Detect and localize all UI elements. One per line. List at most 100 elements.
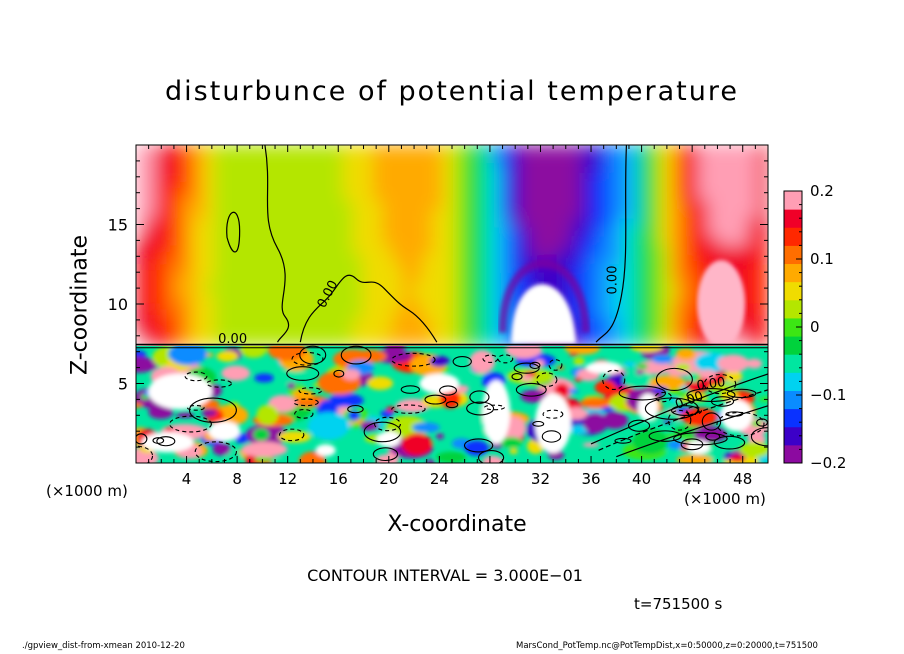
field-cell xyxy=(175,226,186,237)
field-cell xyxy=(688,335,700,346)
field-cell xyxy=(352,262,364,273)
field-cell xyxy=(471,208,483,219)
field-cell xyxy=(184,271,196,283)
saturated-zone xyxy=(208,421,241,442)
field-cell xyxy=(204,226,216,237)
field-cell xyxy=(451,244,463,255)
field-cell xyxy=(382,235,394,246)
field-cell xyxy=(234,208,246,219)
field-cell xyxy=(481,281,492,292)
field-cell xyxy=(678,217,690,228)
field-cell xyxy=(668,299,680,310)
field-cell xyxy=(708,153,720,164)
contour-line xyxy=(595,145,628,343)
field-cell xyxy=(461,180,473,192)
field-cell xyxy=(668,262,680,273)
field-cell xyxy=(293,317,305,328)
field-cell xyxy=(550,145,562,155)
field-cell xyxy=(382,335,394,346)
field-cell xyxy=(313,299,325,310)
field-cell xyxy=(649,226,660,237)
field-cell xyxy=(372,290,384,301)
field-cell xyxy=(352,153,364,164)
field-cell xyxy=(254,253,265,264)
field-cell xyxy=(412,171,423,182)
field-cell xyxy=(136,145,147,155)
x-axis-label: X-coordinate xyxy=(387,512,527,537)
contour-line xyxy=(373,416,401,432)
field-cell xyxy=(323,199,334,210)
field-cell xyxy=(540,162,552,173)
field-cell xyxy=(165,299,176,310)
eddy xyxy=(554,383,570,398)
field-cell xyxy=(412,217,423,228)
field-cell xyxy=(718,244,729,255)
field-cell xyxy=(629,217,641,228)
field-cell xyxy=(342,190,354,201)
field-cell xyxy=(431,208,443,219)
field-cell xyxy=(352,308,364,319)
field-cell xyxy=(352,290,364,301)
field-cell xyxy=(165,271,176,283)
field-cell xyxy=(451,145,463,155)
field-cell xyxy=(619,226,631,237)
field-cell xyxy=(441,171,453,182)
field-cell xyxy=(629,226,641,237)
field-cell xyxy=(263,290,275,301)
field-cell xyxy=(224,208,236,219)
field-cell xyxy=(570,180,581,192)
field-cell xyxy=(392,226,404,237)
field-cell xyxy=(244,335,255,346)
field-cell xyxy=(136,335,147,346)
field-cell xyxy=(165,153,176,164)
field-cell xyxy=(431,217,443,228)
field-cell xyxy=(254,217,265,228)
field-cell xyxy=(747,335,759,346)
field-cell xyxy=(313,271,325,283)
field-cell xyxy=(333,171,344,182)
field-cell xyxy=(688,153,700,164)
field-cell xyxy=(510,153,522,164)
field-cell xyxy=(204,244,216,255)
field-cell xyxy=(412,308,423,319)
field-cell xyxy=(570,253,581,264)
eddy xyxy=(676,454,713,463)
field-cell xyxy=(500,253,512,264)
field-cell xyxy=(757,217,768,228)
field-cell xyxy=(481,199,492,210)
field-cell xyxy=(471,281,483,292)
field-cell xyxy=(165,162,176,173)
field-cell xyxy=(619,208,631,219)
field-cell xyxy=(579,281,591,292)
field-cell xyxy=(579,235,591,246)
field-cell xyxy=(372,326,384,337)
field-cell xyxy=(589,199,601,210)
field-cell xyxy=(728,226,739,237)
field-cell xyxy=(639,171,650,182)
colorbar-swatch xyxy=(784,444,802,464)
field-cell xyxy=(678,253,690,264)
field-cell xyxy=(352,226,364,237)
field-cell xyxy=(540,271,552,283)
field-cell xyxy=(352,145,364,155)
contour-line xyxy=(628,419,651,432)
field-cell xyxy=(145,153,157,164)
field-cell xyxy=(520,226,532,237)
field-cell xyxy=(629,281,641,292)
field-cell xyxy=(491,180,502,192)
field-cell xyxy=(333,208,344,219)
field-cell xyxy=(560,171,571,182)
field-cell xyxy=(145,171,157,182)
field-cell xyxy=(194,190,206,201)
field-cell xyxy=(402,145,413,155)
contour-line xyxy=(655,367,693,391)
eddy xyxy=(412,422,440,433)
field-cell xyxy=(658,299,670,310)
field-cell xyxy=(224,235,236,246)
field-cell xyxy=(333,262,344,273)
field-cell xyxy=(254,208,265,219)
field-cell xyxy=(263,217,275,228)
field-cell xyxy=(757,290,768,301)
contour-line xyxy=(541,430,562,443)
